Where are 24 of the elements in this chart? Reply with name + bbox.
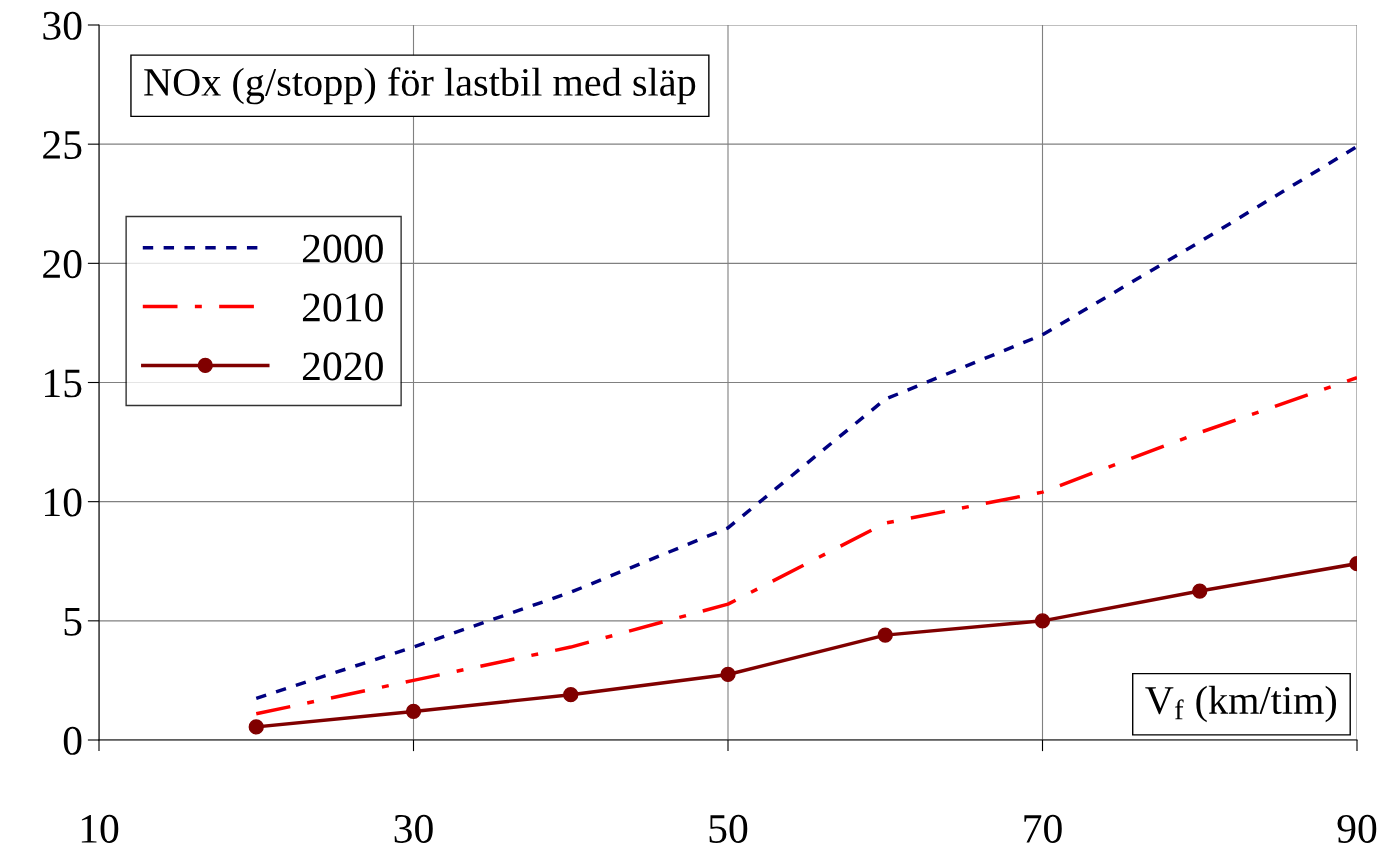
x-tick-label: 30 (394, 814, 433, 843)
legend-label: 2020 (302, 352, 383, 381)
point (563, 687, 579, 703)
point (877, 627, 893, 643)
legend-label: 2010 (302, 293, 383, 322)
legend-label: 2000 (302, 234, 383, 263)
y-tick-label: 25 (43, 131, 82, 160)
point (405, 703, 422, 720)
y-tick-label: 20 (43, 250, 82, 279)
y-tick-label: 15 (45, 369, 82, 398)
x-axis-title: V$_{f}$ (km/tim) (1145, 685, 1337, 723)
x-tick-label: 70 (1024, 814, 1062, 843)
text: NOx (g/stopp) för lastbil med släp (144, 67, 696, 105)
y-tick-label: 10 (45, 488, 82, 517)
x-tick-label: 90 (1337, 814, 1377, 843)
y-tick-label: 0 (63, 726, 82, 755)
point (1034, 613, 1051, 629)
point (1192, 583, 1208, 599)
point (248, 719, 264, 735)
x-tick-label: 10 (81, 814, 119, 843)
y-tick-label: 5 (64, 608, 82, 636)
x-tick-label: 50 (709, 814, 748, 843)
y-tick-label: 30 (43, 11, 82, 40)
point (720, 666, 736, 683)
